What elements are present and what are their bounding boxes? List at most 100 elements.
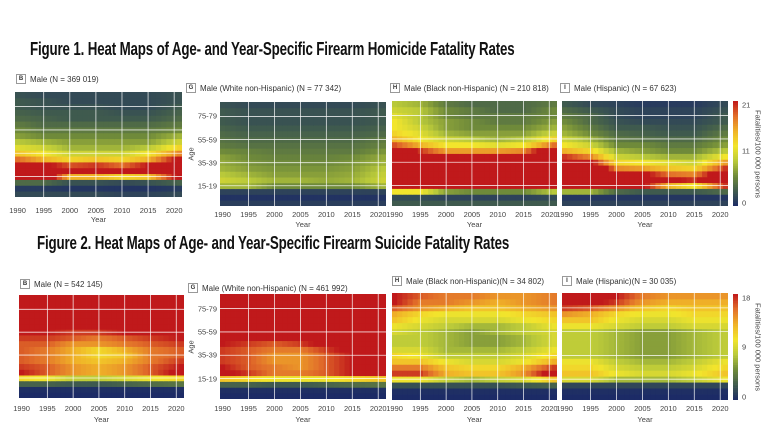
heatmap-cell [266,294,273,301]
colorbar-segment [733,334,738,337]
heatmap-cell [72,92,79,99]
heatmap-cell [650,358,656,365]
colorbar-segment [733,113,738,116]
heatmap-cell [608,340,615,347]
heatmap-cell [339,148,345,155]
colorbar-segment [733,157,738,160]
heatmap-cell [624,334,630,341]
heatmap-cell [598,394,604,400]
heatmap-cell [225,142,231,149]
heatmap-cell [562,298,568,306]
heatmap-cell [505,293,511,300]
heatmap-cell [256,171,262,178]
heatmap-cell [707,370,713,377]
heatmap-cell [91,346,97,353]
heatmap-cell [686,118,693,125]
heatmap-cell [645,382,651,389]
heatmap-cell [55,346,61,353]
heatmap-cell [474,106,481,114]
heatmap-cell [459,194,465,201]
heatmap-cell [344,194,351,201]
heatmap-cell [500,101,506,108]
heatmap-cell [397,130,403,137]
heatmap-cell [129,162,136,169]
heatmap-cell [619,364,625,371]
heatmap-cell [484,141,491,149]
heatmap-cell [712,188,719,195]
colorbar-segment [733,345,738,348]
heatmap-cell [91,312,97,319]
heatmap-cell [562,200,568,206]
heatmap-cell [681,194,687,201]
heatmap-cell [114,138,120,145]
heatmap-cell [624,293,630,300]
heatmap-cell [287,188,294,195]
heatmap-cell [629,200,636,206]
heatmap-cell [166,115,172,122]
heatmap-cell [153,317,159,325]
heatmap-cell [660,188,667,195]
heatmap-cell [572,124,578,131]
heatmap-cell [308,194,314,201]
heatmap-cell [526,334,532,341]
heatmap-cell [702,340,708,347]
heatmap-cell [531,153,537,160]
heatmap-cell [531,334,537,341]
heatmap-cell [712,388,719,395]
heatmap-cell [551,298,557,306]
heatmap-cell [619,141,625,149]
heatmap-cell [603,322,610,330]
heatmap-cell [240,130,247,138]
heatmap-cell [380,358,386,365]
heatmap-cell [567,322,573,330]
heatmap-cell [282,294,288,301]
heatmap-cell [328,311,335,318]
heatmap-cell [526,153,532,160]
heatmap-cell [629,171,636,178]
y-tick-label: 15-19 [197,374,217,384]
heatmap-cell [655,364,661,371]
heatmap-cell [484,200,491,206]
heatmap-cell [660,101,667,108]
heatmap-cell [392,358,398,365]
heatmap-cell [707,171,713,178]
heatmap-cell [158,340,164,347]
heatmap-cell [256,142,262,149]
heatmap-cell [629,130,636,137]
heatmap-cell [65,317,71,325]
heatmap-cell [72,162,79,169]
heatmap-cell [124,162,131,169]
heatmap-cell [422,176,429,184]
colorbar-segment [733,160,738,163]
heatmap-cell [292,142,299,149]
heatmap-cell [531,322,537,330]
colorbar-label: Fatalities/100 000 persons [753,303,763,391]
heatmap-cell [235,340,242,347]
heatmap-cell [412,188,419,195]
heatmap-cell [624,194,630,201]
heatmap-cell [603,165,610,172]
heatmap-cell [360,148,366,155]
heatmap-cell [75,363,82,370]
heatmap-cell [86,363,92,370]
heatmap-cell [438,106,444,114]
heatmap-cell [313,130,319,138]
heatmap-cell [103,191,110,197]
heatmap-cell [277,323,283,330]
colorbar-segment [733,171,738,174]
heatmap-cell [670,382,677,389]
heatmap-cell [402,340,408,347]
heatmap-cell [484,176,491,184]
heatmap-cell [526,188,532,195]
heatmap-cell [49,300,56,307]
heatmap-cell [282,119,288,126]
heatmap-cell [150,144,157,151]
heatmap-cell [608,130,615,137]
heatmap-cell [370,102,377,109]
heatmap-cell [230,171,236,178]
heatmap-cell [328,317,335,324]
heatmap-cell [634,293,641,300]
colorbar-segment [733,324,738,327]
heatmap-cell [15,156,21,163]
heatmap-cell [453,141,460,149]
